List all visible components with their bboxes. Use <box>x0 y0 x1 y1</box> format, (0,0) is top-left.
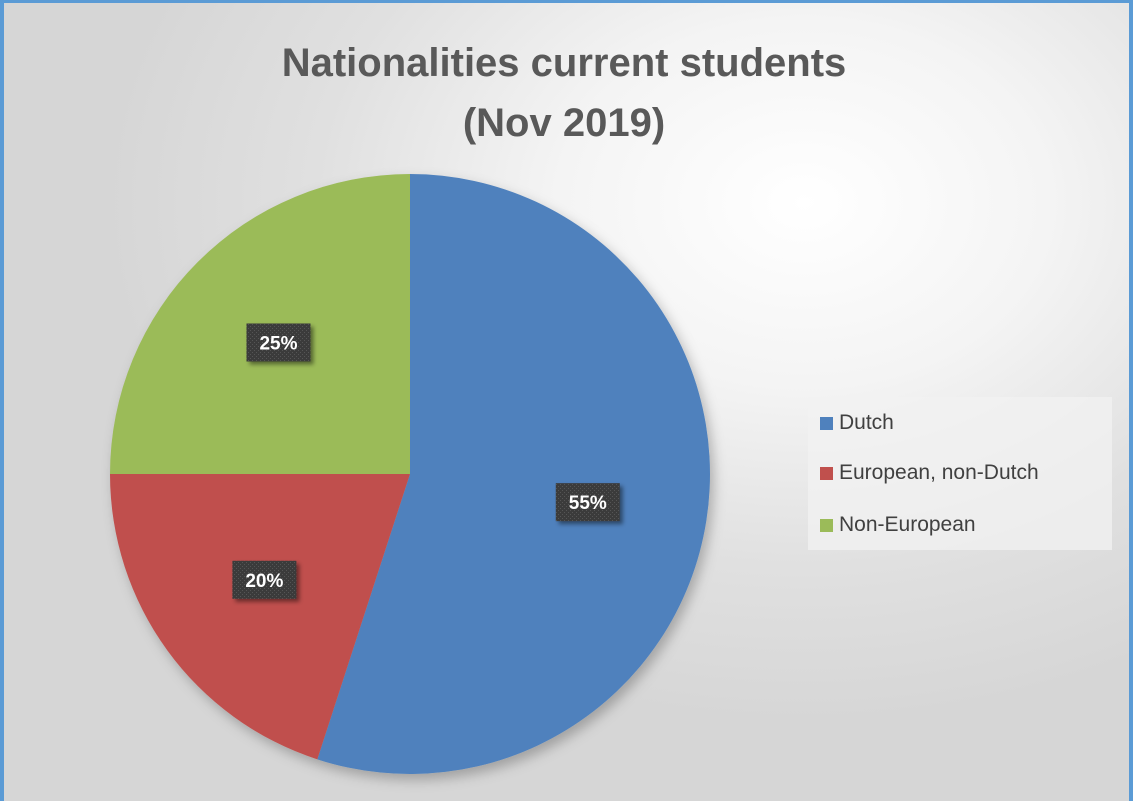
pie-slice-dutch <box>317 174 710 774</box>
legend-item-non-european: Non-European <box>820 511 976 539</box>
legend-swatch <box>820 416 833 430</box>
data-label-text: 25% <box>259 333 297 354</box>
data-label-box <box>555 483 620 522</box>
data-label-box <box>246 323 311 362</box>
chart-title-line-2: (Nov 2019) <box>462 101 666 145</box>
legend-label: Non-European <box>839 513 976 536</box>
legend: Dutch European, non-Dutch Non-European <box>808 397 1112 550</box>
pie-slice-european-non-dutch <box>110 474 410 760</box>
legend-swatch <box>820 518 833 532</box>
legend-item-european-non-dutch: European, non-Dutch <box>820 459 1039 487</box>
data-label-text: 55% <box>569 493 607 514</box>
legend-label: European, non-Dutch <box>839 461 1039 484</box>
data-label-european-non-dutch: 20% <box>232 560 297 599</box>
data-label-text: 20% <box>245 571 283 592</box>
legend-label: Dutch <box>839 411 894 434</box>
chart-title-line-1: Nationalities current students <box>281 41 847 85</box>
legend-item-dutch: Dutch <box>820 409 894 437</box>
data-label-non-european: 25% <box>246 323 311 362</box>
data-label-box <box>232 560 297 599</box>
data-label-dutch: 55% <box>555 483 620 522</box>
legend-swatch <box>820 466 833 480</box>
